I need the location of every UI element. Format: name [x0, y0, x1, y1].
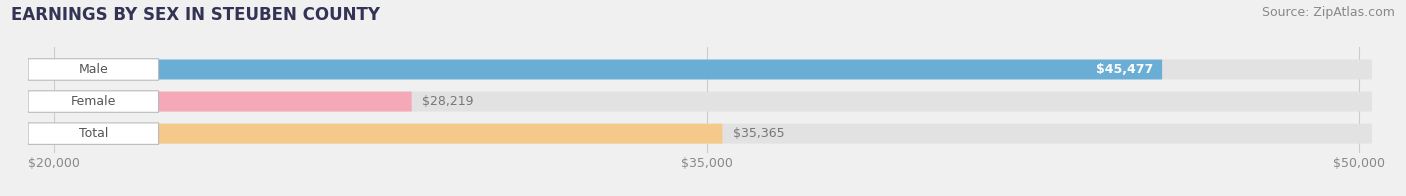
- Text: Male: Male: [79, 63, 108, 76]
- FancyBboxPatch shape: [41, 60, 1372, 79]
- FancyBboxPatch shape: [28, 123, 159, 144]
- FancyBboxPatch shape: [28, 91, 159, 112]
- FancyBboxPatch shape: [41, 92, 412, 112]
- FancyBboxPatch shape: [41, 124, 723, 144]
- FancyBboxPatch shape: [41, 60, 1163, 79]
- Text: $35,365: $35,365: [733, 127, 785, 140]
- Text: $28,219: $28,219: [422, 95, 474, 108]
- FancyBboxPatch shape: [41, 92, 1372, 112]
- FancyBboxPatch shape: [41, 124, 1372, 144]
- Text: Female: Female: [70, 95, 117, 108]
- Text: EARNINGS BY SEX IN STEUBEN COUNTY: EARNINGS BY SEX IN STEUBEN COUNTY: [11, 6, 380, 24]
- FancyBboxPatch shape: [28, 59, 159, 80]
- Text: Total: Total: [79, 127, 108, 140]
- Text: Source: ZipAtlas.com: Source: ZipAtlas.com: [1261, 6, 1395, 19]
- Text: $45,477: $45,477: [1095, 63, 1153, 76]
